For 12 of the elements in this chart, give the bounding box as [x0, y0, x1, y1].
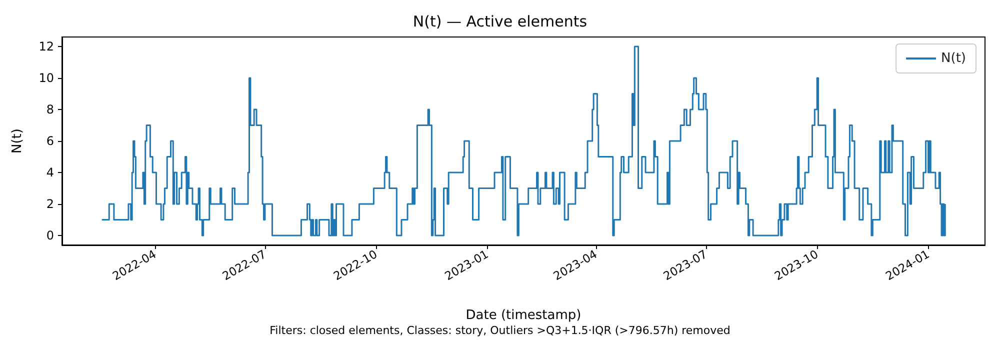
y-tick-label: 2 — [46, 197, 54, 212]
y-tick-label: 0 — [46, 228, 54, 243]
text: Filters: closed elements, Classes: story, Outliers >Q3+1.5·IQR (>796.57h) removed — [270, 324, 730, 337]
y-tick-label: 6 — [46, 134, 54, 148]
y-tick-label: 8 — [46, 102, 54, 116]
x-axis-title: Date (timestamp) — [466, 308, 582, 323]
y-tick-label: 10 — [38, 70, 54, 85]
chart-title: N(t) — Active elements — [412, 12, 588, 30]
y-axis-title: N(t) — [10, 128, 25, 154]
y-tick-label: 12 — [38, 39, 54, 54]
legend-label: N(t) — [941, 51, 966, 66]
y-tick-label: 4 — [46, 166, 54, 180]
